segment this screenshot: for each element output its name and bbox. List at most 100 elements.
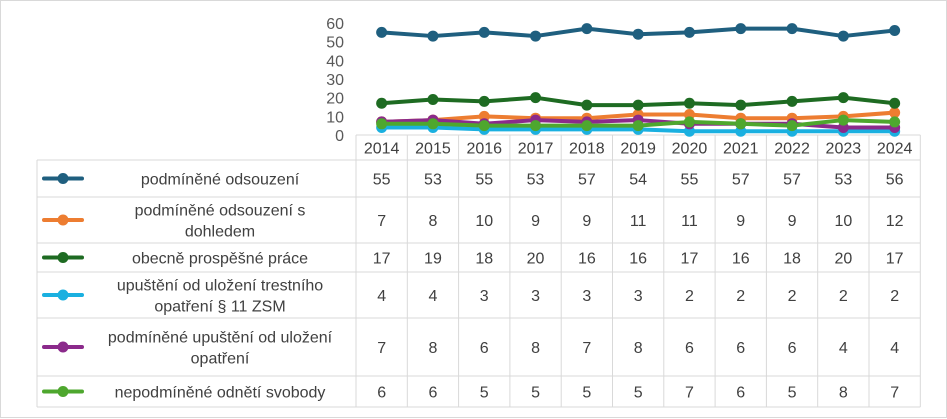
table-cell-value: 5 <box>634 385 643 402</box>
table-cell-value: 9 <box>531 213 540 230</box>
legend-label: dohledem <box>185 224 255 241</box>
data-point <box>786 95 798 107</box>
data-point <box>837 30 849 42</box>
data-point <box>735 118 747 130</box>
table-cell-value: 8 <box>634 340 643 357</box>
table-cell-value: 2 <box>736 288 745 305</box>
table-cell-value: 18 <box>475 251 493 268</box>
data-point <box>478 120 490 132</box>
table-cell-value: 3 <box>531 288 540 305</box>
data-point <box>735 99 747 111</box>
x-tick-label: 2023 <box>826 141 862 158</box>
data-point <box>530 92 542 104</box>
table-cell-value: 5 <box>788 385 797 402</box>
table-cell-value: 6 <box>788 340 797 357</box>
data-point <box>889 107 901 119</box>
legend-label: nepodmíněné odnětí svobody <box>115 385 326 402</box>
legend-label: podmíněné odsouzení <box>141 172 300 189</box>
data-point <box>683 26 695 38</box>
table-cell-value: 5 <box>531 385 540 402</box>
y-tick-label: 10 <box>326 109 344 126</box>
table-cell-value: 9 <box>582 213 591 230</box>
y-tick-label: 20 <box>326 91 344 108</box>
legend-key-marker <box>57 341 69 353</box>
table-cell-value: 17 <box>681 251 699 268</box>
table-cell-value: 2 <box>890 288 899 305</box>
x-tick-label: 2022 <box>774 141 810 158</box>
y-tick-label: 40 <box>326 53 344 70</box>
legend-key-marker <box>57 214 69 226</box>
legend-label: opatření § 11 ZSM <box>154 299 285 316</box>
table-cell-value: 6 <box>736 385 745 402</box>
data-point <box>889 116 901 128</box>
legend-key-marker <box>57 289 69 301</box>
table-cell-value: 16 <box>578 251 596 268</box>
table-cell-value: 53 <box>424 172 442 189</box>
table-cell-value: 10 <box>475 213 493 230</box>
table-cell-value: 4 <box>377 288 386 305</box>
data-point <box>376 26 388 38</box>
data-point <box>427 30 439 42</box>
x-tick-label: 2021 <box>723 141 759 158</box>
table-cell-value: 3 <box>582 288 591 305</box>
data-point <box>427 94 439 106</box>
data-point <box>530 30 542 42</box>
data-point <box>837 114 849 126</box>
data-point <box>376 118 388 130</box>
data-point <box>632 28 644 40</box>
table-cell-value: 8 <box>428 340 437 357</box>
table-cell-value: 11 <box>630 213 647 230</box>
table-cell-value: 9 <box>736 213 745 230</box>
table-cell-value: 54 <box>629 172 647 189</box>
table-cell-value: 6 <box>377 385 386 402</box>
table-cell-value: 53 <box>527 172 545 189</box>
table-cell-value: 57 <box>783 172 801 189</box>
x-tick-label: 2017 <box>518 141 554 158</box>
table-cell-value: 56 <box>886 172 904 189</box>
table-cell-value: 2 <box>788 288 797 305</box>
table-cell-value: 18 <box>783 251 801 268</box>
data-point <box>427 118 439 130</box>
table-cell-value: 8 <box>839 385 848 402</box>
table-cell-value: 4 <box>890 340 899 357</box>
table-cell-value: 57 <box>732 172 750 189</box>
data-point <box>478 95 490 107</box>
table-cell-value: 53 <box>834 172 852 189</box>
table-cell-value: 7 <box>377 213 386 230</box>
table-cell-value: 7 <box>685 385 694 402</box>
table-cell-value: 4 <box>839 340 848 357</box>
legend-label: podmíněné odsouzení s <box>135 203 306 220</box>
table-cell-value: 7 <box>582 340 591 357</box>
x-tick-label: 2015 <box>415 141 451 158</box>
x-tick-label: 2016 <box>466 141 502 158</box>
table-cell-value: 55 <box>373 172 391 189</box>
x-tick-label: 2019 <box>620 141 656 158</box>
table-cell-value: 16 <box>629 251 647 268</box>
table-cell-value: 5 <box>480 385 489 402</box>
table-cell-value: 20 <box>527 251 545 268</box>
y-tick-label: 60 <box>326 16 344 33</box>
x-tick-label: 2024 <box>877 141 913 158</box>
data-point <box>376 97 388 109</box>
x-tick-label: 2014 <box>364 141 400 158</box>
table-cell-value: 11 <box>681 213 698 230</box>
legend-label: podmíněné upuštění od uložení <box>108 330 333 347</box>
y-tick-label: 30 <box>326 72 344 89</box>
table-cell-value: 19 <box>424 251 442 268</box>
table-cell-value: 7 <box>377 340 386 357</box>
data-point <box>581 120 593 132</box>
data-point <box>683 116 695 128</box>
data-point <box>632 99 644 111</box>
table-cell-value: 6 <box>685 340 694 357</box>
x-tick-label: 2020 <box>672 141 708 158</box>
data-point <box>786 23 798 35</box>
x-tick-label: 2018 <box>569 141 605 158</box>
data-point <box>735 23 747 35</box>
data-point <box>837 92 849 104</box>
legend-key-marker <box>57 252 69 263</box>
data-point <box>889 97 901 109</box>
table-cell-value: 8 <box>531 340 540 357</box>
table-cell-value: 9 <box>788 213 797 230</box>
